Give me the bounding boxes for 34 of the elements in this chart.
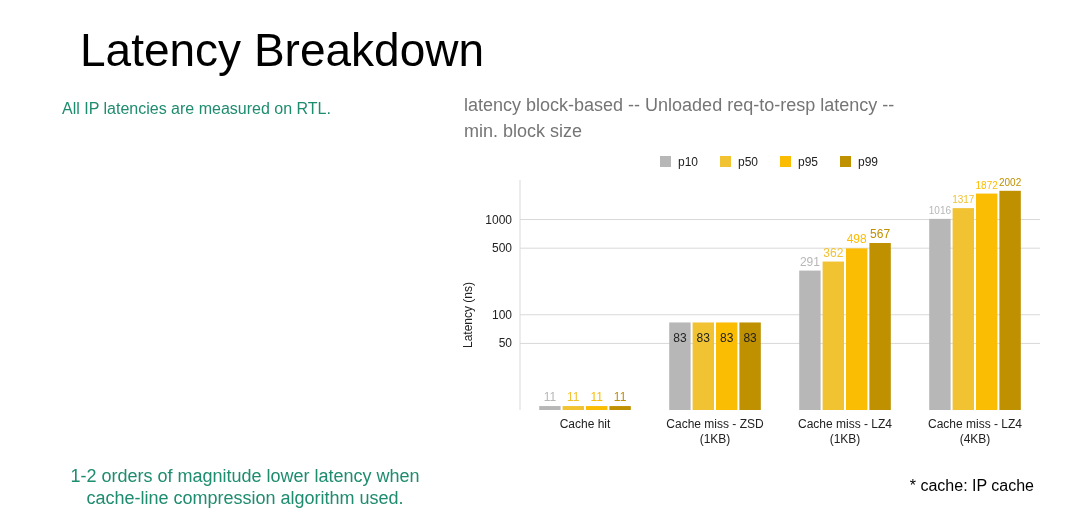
data-label: 1317: [952, 194, 975, 206]
legend-label: p95: [798, 155, 819, 169]
y-tick-label: 100: [491, 307, 513, 322]
data-label: 362: [823, 245, 844, 260]
data-label: 83: [720, 331, 734, 346]
legend-label: p50: [738, 155, 759, 169]
y-tick-label: 50: [498, 336, 513, 351]
data-label: 498: [846, 232, 868, 247]
data-label: 11: [543, 390, 557, 405]
x-tick-label: Cache miss - ZSD (1KB): [666, 417, 764, 446]
y-tick-label: 500: [491, 241, 513, 256]
legend-label: p10: [678, 155, 699, 169]
data-label: 83: [743, 331, 758, 346]
chart-title: Latency Breakdown: [80, 24, 485, 76]
x-tick-label: Cache miss - LZ4 (1KB): [797, 417, 893, 446]
text: All IP latencies are measured on RTL.: [62, 100, 331, 117]
data-label: 291: [799, 254, 821, 269]
y-axis-title: Latency (ns): [461, 281, 475, 349]
x-tick-label: Cache miss - LZ4 (4KB): [927, 417, 1023, 446]
data-label: 1872: [975, 179, 999, 191]
data-label: 11: [613, 390, 627, 405]
chart-subtitle: latency block-based -- Unloaded req-to-resp latency -- min. block size: [464, 95, 895, 141]
data-label: 83: [673, 331, 687, 346]
y-tick-label: 1000: [485, 212, 513, 227]
text: 1-2 orders of magnitude lower latency when cache-line compression algorithm used.: [70, 466, 420, 508]
legend-label: p99: [858, 155, 879, 169]
text: * cache: IP cache: [909, 477, 1035, 494]
data-label: 11: [590, 390, 604, 405]
data-label: 567: [870, 226, 891, 241]
data-label: 83: [696, 331, 711, 346]
data-label: 11: [567, 390, 580, 405]
x-tick-label: Cache hit: [559, 417, 612, 431]
data-label: 2002: [998, 176, 1022, 188]
data-label: 1016: [928, 204, 952, 216]
